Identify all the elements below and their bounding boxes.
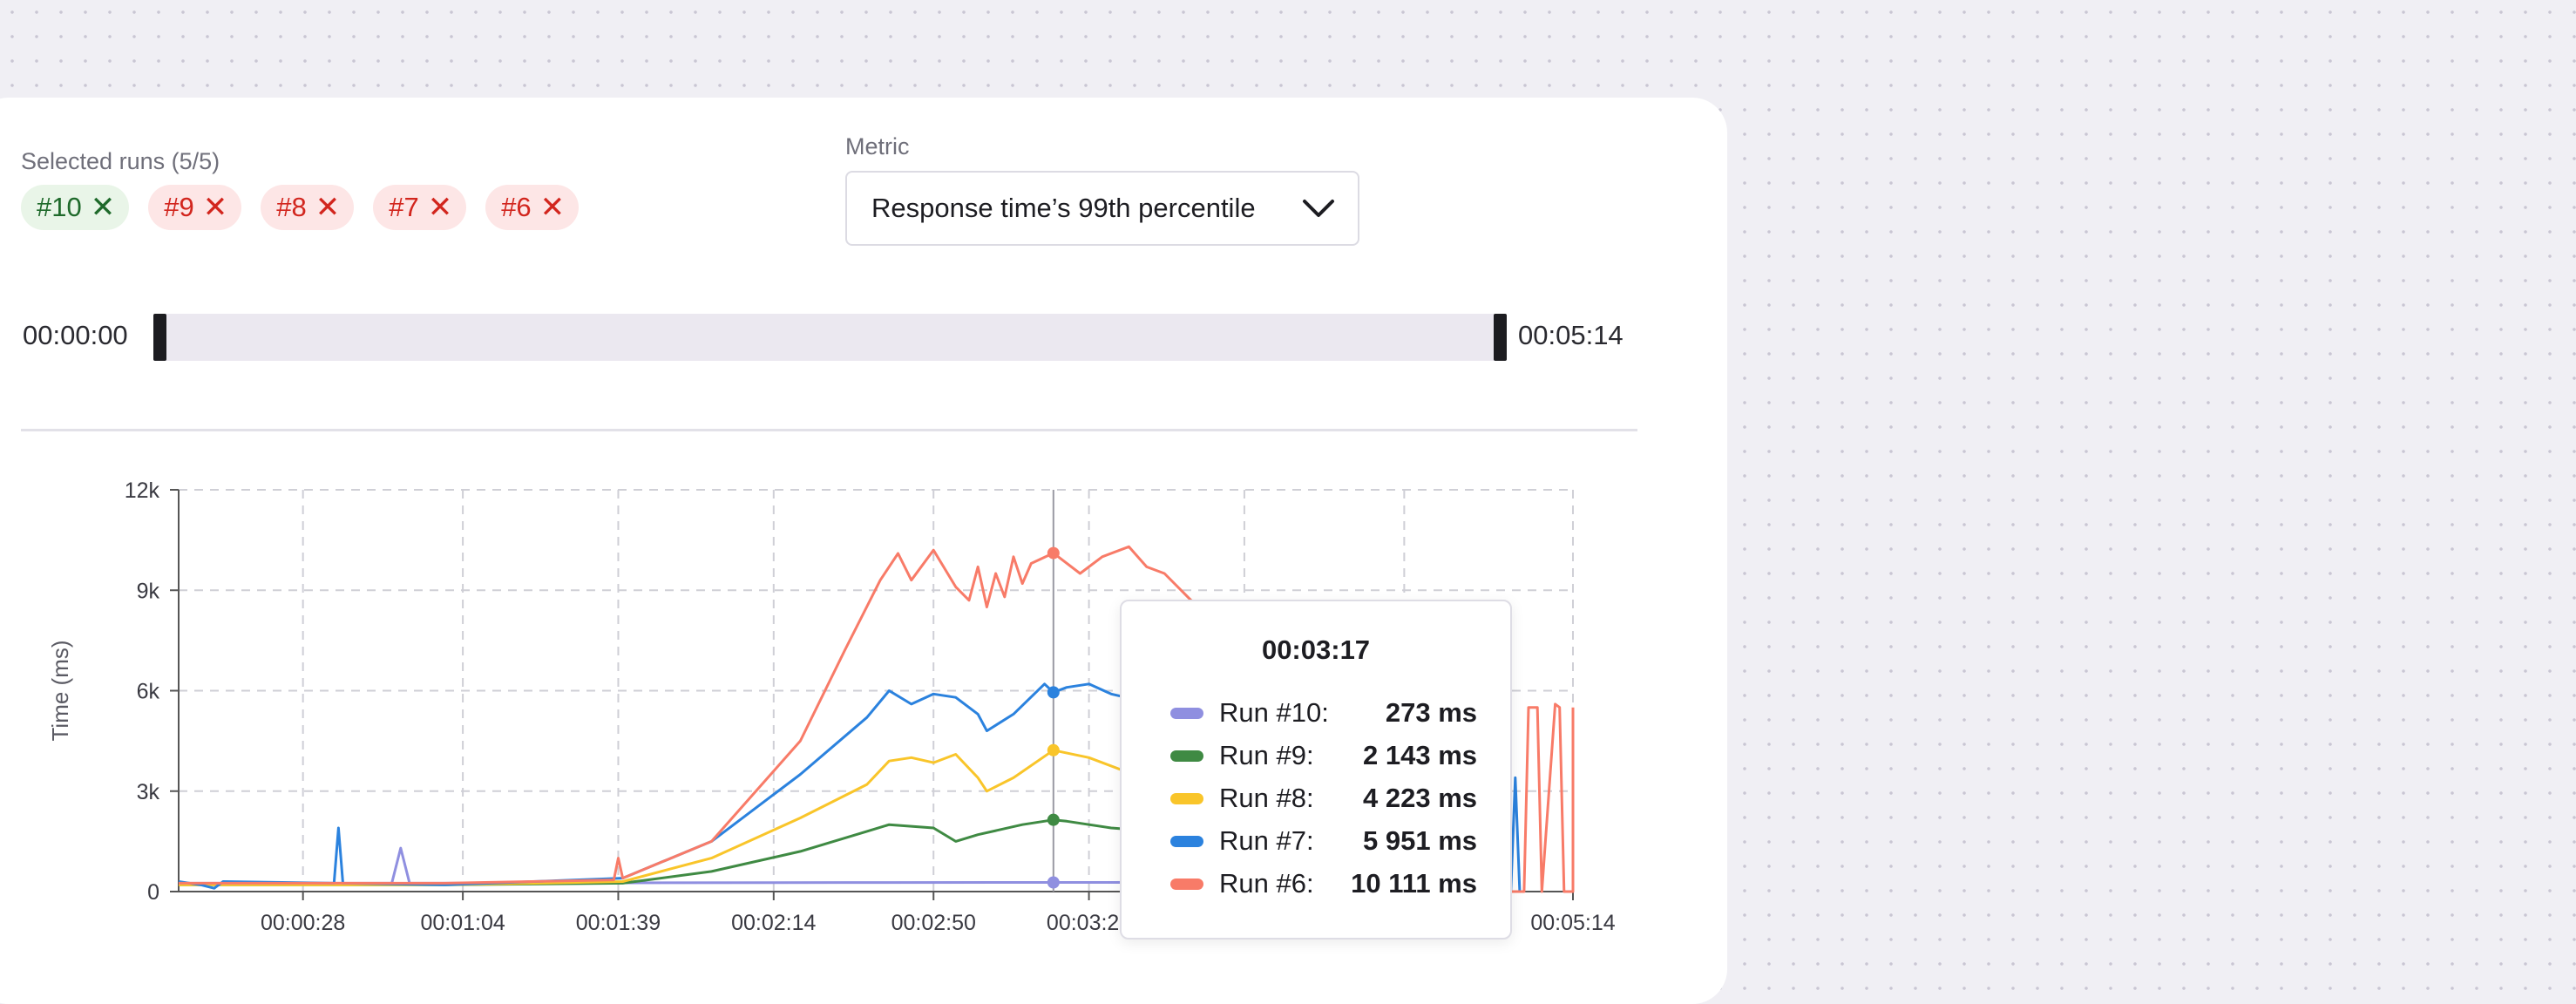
run-chip-8[interactable]: #8 ✕ <box>261 185 355 230</box>
series-line-run-6 <box>179 545 1575 893</box>
run-chip-10[interactable]: #10 ✕ <box>21 185 130 230</box>
y-tick-label: 3k <box>137 780 160 804</box>
time-range-track[interactable] <box>155 314 1506 361</box>
metric-label: Metric <box>845 133 910 159</box>
range-end-handle[interactable] <box>1494 314 1507 361</box>
legend-swatch <box>1170 792 1203 804</box>
y-tick-label: 6k <box>137 680 160 704</box>
run-chip-7[interactable]: #7 ✕ <box>373 185 467 230</box>
tooltip-row-run-8: Run #8: 4 223 ms <box>1170 781 1477 816</box>
metric-select[interactable]: Response time’s 99th percentile <box>845 171 1359 246</box>
chart-tooltip: 00:03:17 Run #10: 273 ms Run #9: 2 143 m… <box>1120 600 1512 940</box>
x-tick-label: 00:00:28 <box>261 911 345 935</box>
y-tick-label: 0 <box>147 880 159 905</box>
tooltip-run-value: 273 ms <box>1385 697 1477 728</box>
tooltip-run-name: Run #7: <box>1219 825 1314 856</box>
legend-swatch <box>1170 707 1203 719</box>
range-start-handle[interactable] <box>153 314 166 361</box>
x-tick-label: 00:03:25 <box>1047 911 1131 935</box>
tooltip-run-name: Run #10: <box>1219 697 1329 728</box>
series-line-run-8 <box>179 749 1201 886</box>
y-axis-label: Time (ms) <box>47 640 73 741</box>
x-tick-label: 00:01:04 <box>420 911 505 935</box>
close-icon[interactable]: ✕ <box>90 191 116 224</box>
divider <box>21 429 1637 431</box>
metric-selected-value: Response time’s 99th percentile <box>871 193 1256 223</box>
close-icon[interactable]: ✕ <box>539 191 566 224</box>
x-tick-label: 00:05:14 <box>1530 911 1615 935</box>
run-chip-label: #10 <box>37 192 82 222</box>
run-chip-9[interactable]: #9 ✕ <box>148 185 242 230</box>
tooltip-row-run-6: Run #6: 10 111 ms <box>1170 866 1477 901</box>
close-icon[interactable]: ✕ <box>427 191 453 224</box>
range-start-label: 00:00:00 <box>23 320 128 350</box>
series-line-run-10 <box>179 846 1201 885</box>
selected-runs-chips: #10 ✕ #9 ✕ #8 ✕ #7 ✕ #6 ✕ <box>21 185 580 230</box>
legend-swatch <box>1170 878 1203 890</box>
tooltip-row-run-7: Run #7: 5 951 ms <box>1170 824 1477 858</box>
x-tick-label: 00:02:50 <box>891 911 976 935</box>
x-tick-label: 00:02:14 <box>731 911 816 935</box>
range-end-label: 00:05:14 <box>1518 320 1624 350</box>
tooltip-run-value: 4 223 ms <box>1363 783 1477 813</box>
tooltip-row-run-10: Run #10: 273 ms <box>1170 695 1477 730</box>
series-line-run-9 <box>179 818 1201 886</box>
run-chip-label: #9 <box>164 192 194 222</box>
run-chip-label: #6 <box>501 192 532 222</box>
tooltip-run-name: Run #8: <box>1219 783 1314 813</box>
hover-point <box>1047 686 1060 699</box>
close-icon[interactable]: ✕ <box>202 191 228 224</box>
run-chip-label: #8 <box>276 192 307 222</box>
tooltip-run-value: 2 143 ms <box>1363 740 1477 770</box>
run-chip-6[interactable]: #6 ✕ <box>485 185 580 230</box>
hover-point <box>1047 876 1060 889</box>
tooltip-run-value: 5 951 ms <box>1363 825 1477 856</box>
legend-swatch <box>1170 835 1203 847</box>
tooltip-row-run-9: Run #9: 2 143 ms <box>1170 738 1477 773</box>
chevron-down-icon <box>1303 200 1334 217</box>
y-tick-label: 12k <box>125 478 160 503</box>
hover-point <box>1047 813 1060 826</box>
selected-runs-label: Selected runs (5/5) <box>21 148 220 174</box>
y-tick-label: 9k <box>137 579 160 603</box>
tooltip-run-name: Run #9: <box>1219 740 1314 770</box>
x-tick-label: 00:01:39 <box>576 911 661 935</box>
tooltip-time: 00:03:17 <box>1261 634 1371 665</box>
hover-point <box>1047 546 1060 560</box>
legend-swatch <box>1170 750 1203 762</box>
tooltip-run-value: 10 111 ms <box>1351 868 1477 899</box>
tooltip-run-name: Run #6: <box>1219 868 1314 899</box>
hover-point <box>1047 743 1060 756</box>
close-icon[interactable]: ✕ <box>315 191 341 224</box>
run-chip-label: #7 <box>389 192 419 222</box>
